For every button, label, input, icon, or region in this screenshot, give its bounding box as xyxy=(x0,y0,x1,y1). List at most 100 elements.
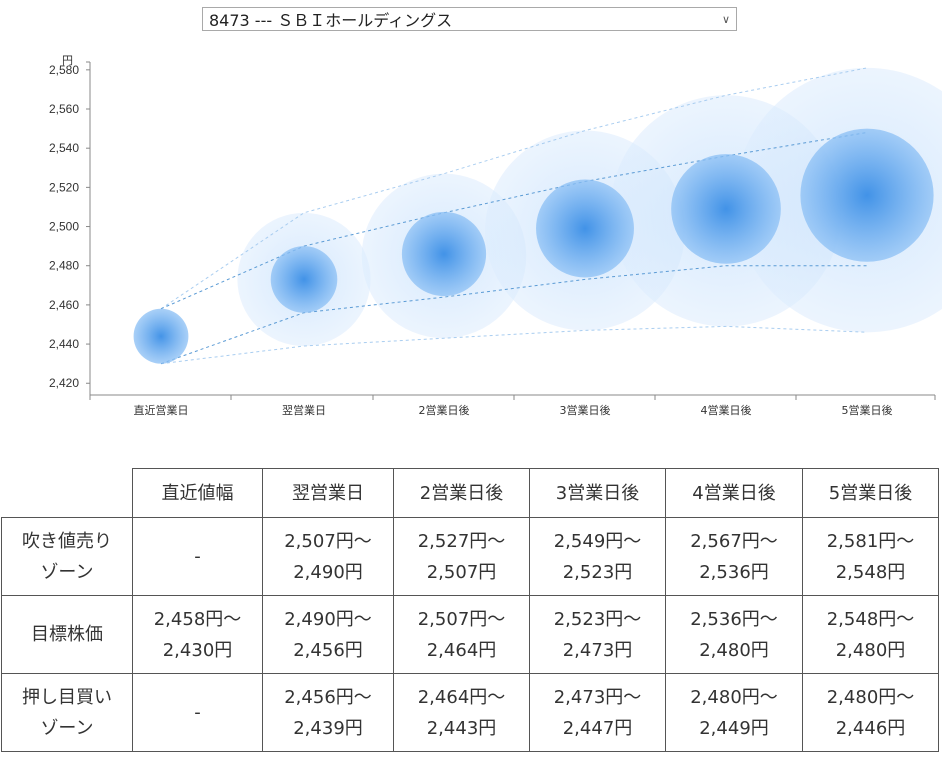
cell-line: 2,430円 xyxy=(162,639,233,661)
table-header-2: 翌営業日 xyxy=(262,468,394,518)
table-cell: 2,581円～ 2,548円 xyxy=(802,517,939,596)
cell-line: 2,480円～ xyxy=(690,686,778,708)
row-label-line: 吹き値売り xyxy=(22,530,112,552)
y-tick-label-1: 2,440 xyxy=(49,337,79,351)
stock-selector[interactable]: 8473 --- ＳＢＩホールディングス ∨ xyxy=(202,7,737,31)
table-cell: 2,473円～ 2,447円 xyxy=(529,673,666,752)
cell-line: 2,480円 xyxy=(835,639,906,661)
table-cell: 2,536円～ 2,480円 xyxy=(665,595,803,674)
y-tick-label-5: 2,520 xyxy=(49,180,79,194)
core-bubble-4 xyxy=(671,154,781,264)
cell-line: 2,548円 xyxy=(835,561,906,583)
row-label-line: 押し目買い xyxy=(22,686,112,708)
cell-line: 2,507円～ xyxy=(417,608,506,630)
cell-line: 2,449円 xyxy=(699,717,769,739)
core-bubble-3 xyxy=(536,179,634,278)
cell-line: 2,439円 xyxy=(293,717,363,739)
table-cell: 2,567円～ 2,536円 xyxy=(665,517,803,596)
x-category-label-0: 直近営業日 xyxy=(134,403,189,417)
cell-line: 2,536円 xyxy=(699,561,769,583)
cell-line: 2,507円 xyxy=(426,561,497,583)
cell-line: 2,581円～ xyxy=(826,530,915,552)
cell-line: 2,480円 xyxy=(699,639,769,661)
row-label: 押し目買い ゾーン xyxy=(1,673,133,752)
core-bubble-2 xyxy=(401,211,487,297)
row-label: 目標株価 xyxy=(1,595,133,674)
x-category-label-1: 翌営業日 xyxy=(282,403,326,417)
table-header-row: 直近値幅 翌営業日 2営業日後 3営業日後 4営業日後 5営業日後 xyxy=(1,468,939,518)
table-cell: 2,456円～ 2,439円 xyxy=(262,673,394,752)
zone-table: 直近値幅 翌営業日 2営業日後 3営業日後 4営業日後 5営業日後吹き値売りゾーン - 2,5… xyxy=(1,468,939,752)
table-cell: 2,523円～ 2,473円 xyxy=(529,595,666,674)
core-bubble-5 xyxy=(800,128,934,262)
core-bubble-1 xyxy=(270,246,338,313)
forecast-chart: 円 2,420 2,440 2,460 2,480 2,500 2,520 2,540 2,56… xyxy=(49,54,942,417)
table-cell: 2,490円～ 2,456円 xyxy=(262,595,394,674)
row-label-line: 目標株価 xyxy=(31,624,103,645)
cell-line: 2,443円 xyxy=(426,717,497,739)
core-bubble-0 xyxy=(133,308,189,364)
cell-line: 2,567円～ xyxy=(690,530,778,552)
cell-line: 2,464円 xyxy=(426,639,497,661)
chevron-down-icon[interactable]: ∨ xyxy=(721,12,731,26)
cell-line: 2,507円～ xyxy=(284,530,372,552)
y-tick-label-4: 2,500 xyxy=(49,220,79,234)
table-header-1: 直近値幅 xyxy=(132,468,263,518)
x-category-label-4: 4営業日後 xyxy=(701,403,752,417)
table-cell: - xyxy=(132,517,263,596)
table-cell: 2,458円～ 2,430円 xyxy=(132,595,263,674)
table-cell: 2,549円～ 2,523円 xyxy=(529,517,666,596)
cell-line: 2,447円 xyxy=(562,717,633,739)
row-label: 吹き値売り ゾーン xyxy=(1,517,133,596)
cell-line: 2,523円 xyxy=(562,561,633,583)
y-tick-label-7: 2,560 xyxy=(49,102,79,116)
cell-line: 2,446円 xyxy=(835,717,906,739)
row-label-line: ゾーン xyxy=(40,717,94,739)
table-cell: 2,480円～ 2,446円 xyxy=(802,673,939,752)
row-label-line: ゾーン xyxy=(40,561,94,583)
cell-line: 2,548円～ xyxy=(826,608,915,630)
x-category-label-2: 2営業日後 xyxy=(419,403,470,417)
cell-line: 2,464円～ xyxy=(417,686,506,708)
y-tick-label-8: 2,580 xyxy=(49,63,79,77)
table-cell: 2,507円～ 2,464円 xyxy=(393,595,530,674)
table-cell: 2,527円～ 2,507円 xyxy=(393,517,530,596)
cell-line: 2,458円～ xyxy=(153,608,242,630)
outer-lower-line xyxy=(160,325,868,365)
cell-line: 2,473円 xyxy=(562,639,633,661)
table-cell: 2,548円～ 2,480円 xyxy=(802,595,939,674)
table-header-6: 5営業日後 xyxy=(802,468,939,518)
table-row: 目標株価 2,458円～ 2,430円 2,490円～ 2,456円 2,507円～ 2,4… xyxy=(1,595,939,674)
x-category-label-5: 5営業日後 xyxy=(842,403,893,417)
cell-line: 2,480円～ xyxy=(826,686,915,708)
upper-line xyxy=(160,132,868,310)
table-header-4: 3営業日後 xyxy=(529,468,666,518)
cell-line: 2,490円 xyxy=(293,561,363,583)
cell-line: - xyxy=(194,702,201,723)
table-header-3: 2営業日後 xyxy=(393,468,530,518)
y-tick-label-3: 2,480 xyxy=(49,259,79,273)
stock-selector-value: 8473 --- ＳＢＩホールディングス xyxy=(209,11,453,30)
y-tick-label-2: 2,460 xyxy=(49,298,79,312)
cell-line: 2,473円～ xyxy=(553,686,642,708)
cell-line: 2,536円～ xyxy=(690,608,778,630)
cell-line: - xyxy=(194,546,201,567)
table-row: 吹き値売りゾーン - 2,507円～ 2,490円 2,527円～ 2,507円 2,549… xyxy=(1,517,939,596)
cell-line: 2,456円 xyxy=(293,639,363,661)
table-header-5: 4営業日後 xyxy=(665,468,803,518)
y-tick-label-0: 2,420 xyxy=(49,376,79,390)
cell-line: 2,456円～ xyxy=(284,686,372,708)
table-cell: 2,480円～ 2,449円 xyxy=(665,673,803,752)
lower-line xyxy=(160,265,867,365)
table-cell: - xyxy=(132,673,263,752)
cell-line: 2,490円～ xyxy=(284,608,372,630)
table-header-0 xyxy=(1,468,133,518)
table-cell: 2,507円～ 2,490円 xyxy=(262,517,394,596)
y-unit-label: 円 xyxy=(62,54,73,67)
x-category-label-3: 3営業日後 xyxy=(560,403,611,417)
outer-upper-line xyxy=(160,67,868,310)
table-row: 押し目買いゾーン - 2,456円～ 2,439円 2,464円～ 2,443円 2,473… xyxy=(1,673,939,752)
table-cell: 2,464円～ 2,443円 xyxy=(393,673,530,752)
cell-line: 2,523円～ xyxy=(553,608,642,630)
cell-line: 2,527円～ xyxy=(417,530,506,552)
